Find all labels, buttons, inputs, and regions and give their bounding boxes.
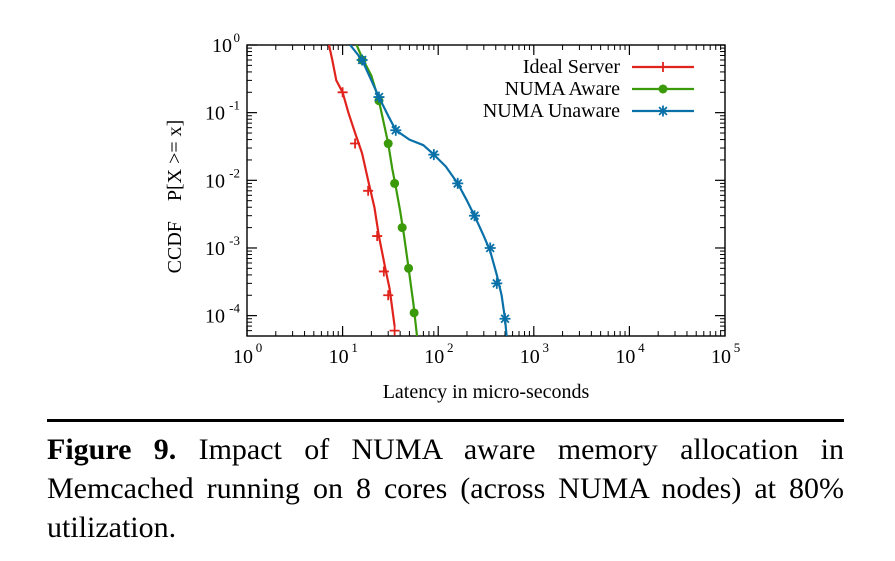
y-tick-exponent: -4 [229,301,240,316]
data-point [350,138,361,149]
data-point [337,87,348,98]
data-point [389,325,400,336]
x-tick-label: 10 [711,346,731,368]
x-tick-label: 10 [233,346,253,368]
legend-item: NUMA Aware [505,78,694,100]
series-line [327,45,396,327]
data-point [390,178,400,188]
caption-text: Impact of NUMA aware memory allocation i… [47,433,845,544]
y-tick-exponent: -3 [229,233,240,248]
x-tick-label: 10 [520,346,540,368]
x-tick-exponent: 0 [256,340,263,355]
x-tick-label: 10 [424,346,444,368]
data-point [491,277,503,289]
data-point [356,54,368,66]
figure-caption: Figure 9. Impact of NUMA aware memory al… [47,430,844,547]
y-tick-label: 10 [205,103,225,125]
series-line [349,45,508,336]
x-tick-exponent: 3 [543,340,550,355]
series-ideal-server [327,45,400,336]
y-tick-exponent: -2 [229,165,240,180]
legend-label: NUMA Aware [505,78,620,100]
data-point [409,308,419,318]
data-point [363,185,374,196]
data-point [373,91,385,103]
data-point [428,149,440,161]
y-tick-exponent: -1 [229,98,240,113]
legend-item: Ideal Server [523,56,694,78]
x-tick-exponent: 4 [638,340,645,355]
legend-marker [658,84,668,94]
y-tick-label: 10 [205,170,225,192]
caption-rule [47,419,844,422]
data-point [452,177,464,189]
data-point [383,290,394,301]
y-tick-label: 10 [205,238,225,260]
y-tick-label: 10 [212,35,232,57]
x-axis-label: Latency in micro-seconds [383,381,590,403]
legend-label: Ideal Server [523,56,621,78]
data-point [404,263,414,273]
data-point [484,242,496,254]
series-layer [327,45,511,336]
data-point [397,223,407,233]
legend-marker [657,105,669,117]
x-tick-exponent: 5 [734,340,741,355]
data-point [499,313,511,325]
data-point [383,139,393,149]
data-point [372,231,383,242]
y-tick-exponent: 0 [234,30,241,45]
data-point [378,266,389,277]
caption-label: Figure 9. [47,433,177,466]
y-axis-label: CCDF P[X >= x] [164,120,186,274]
x-tick-label: 10 [615,346,635,368]
x-tick-exponent: 2 [447,340,454,355]
legend-item: NUMA Unaware [483,100,694,122]
series-numa-unaware [349,45,511,336]
legend-label: NUMA Unaware [483,100,620,122]
x-tick-label: 10 [329,346,349,368]
x-tick-exponent: 1 [351,340,358,355]
x-axis-ticks: 10 0 10 1 10 2 10 3 10 4 10 5 [233,45,740,368]
y-tick-label: 10 [205,306,225,328]
data-point [469,210,481,222]
legend-marker [658,62,668,72]
data-point [390,124,402,136]
